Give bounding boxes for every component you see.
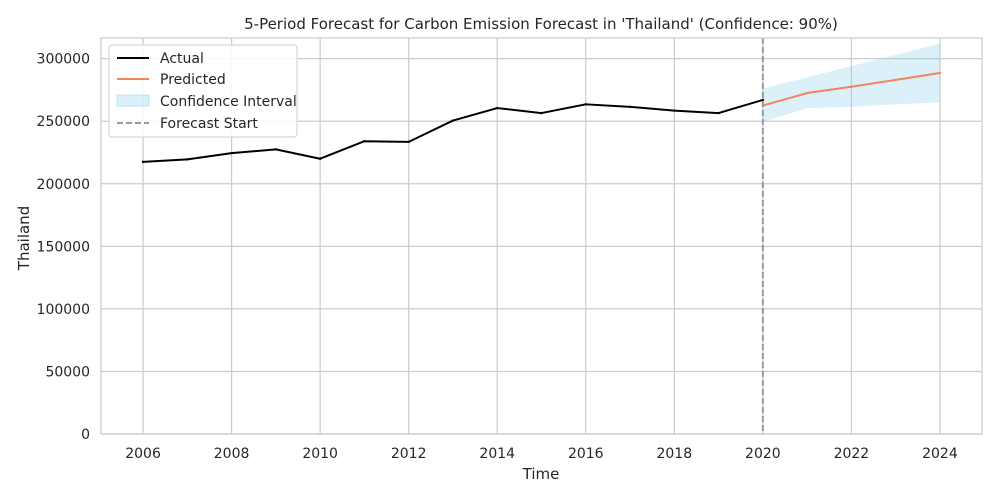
confidence-band — [762, 43, 940, 122]
y-tick-label: 150000 — [37, 239, 90, 255]
y-tick-label: 250000 — [37, 114, 90, 130]
x-tick-label: 2016 — [568, 446, 604, 462]
series-layer — [141, 71, 942, 164]
y-tick-label: 50000 — [45, 364, 90, 380]
actual-point — [496, 106, 499, 110]
actual-point — [318, 157, 322, 160]
chart-title: 5-Period Forecast for Carbon Emission Fo… — [244, 15, 838, 33]
x-tick-label: 2018 — [656, 446, 692, 462]
legend-ci-swatch — [116, 94, 150, 107]
actual-point — [230, 151, 233, 155]
plot-frame — [100, 37, 983, 435]
x-tick-label: 2020 — [745, 446, 781, 462]
legend-forecast-start-label: Forecast Start — [160, 116, 258, 132]
y-axis-label: Thailand — [15, 206, 33, 271]
actual-point — [628, 105, 632, 109]
actual-point — [673, 109, 676, 112]
actual-point — [540, 111, 543, 115]
legend-actual-label: Actual — [160, 51, 204, 67]
x-tick-label: 2012 — [391, 446, 427, 462]
actual-point — [451, 119, 455, 122]
actual-point — [717, 111, 720, 115]
legend: Actual Predicted Confidence Interval For… — [108, 44, 298, 138]
y-tick-labels: 0 50000 100000 150000 200000 250000 300000 — [37, 52, 90, 443]
actual-point — [407, 140, 410, 144]
x-tick-label: 2010 — [302, 446, 338, 462]
predicted-point — [850, 85, 853, 88]
y-tick-label: 300000 — [37, 52, 90, 68]
legend-box — [108, 44, 298, 138]
x-axis-label: Time — [522, 465, 560, 483]
legend-ci-label: Confidence Interval — [160, 94, 297, 110]
legend-predicted-label: Predicted — [160, 72, 226, 88]
actual-point — [186, 158, 189, 161]
actual-point — [141, 160, 145, 164]
x-tick-label: 2024 — [922, 446, 958, 462]
y-tick-label: 0 — [81, 427, 90, 443]
confidence-band-layer — [762, 43, 940, 122]
y-tick-label: 200000 — [37, 177, 90, 193]
actual-point — [584, 103, 587, 106]
predicted-point — [938, 71, 942, 75]
x-tick-label: 2006 — [125, 446, 161, 462]
x-tick-labels: 2006 2008 2010 2012 2014 2016 2018 2020 2022 2024 — [125, 446, 958, 462]
y-tick-label: 100000 — [37, 302, 90, 318]
actual-point — [274, 148, 278, 151]
x-tick-label: 2014 — [479, 446, 515, 462]
actual-point — [761, 98, 765, 102]
predicted-point — [894, 78, 897, 82]
x-tick-label: 2008 — [214, 446, 250, 462]
x-tick-label: 2022 — [834, 446, 870, 462]
predicted-point — [805, 91, 809, 95]
actual-point — [363, 140, 366, 143]
